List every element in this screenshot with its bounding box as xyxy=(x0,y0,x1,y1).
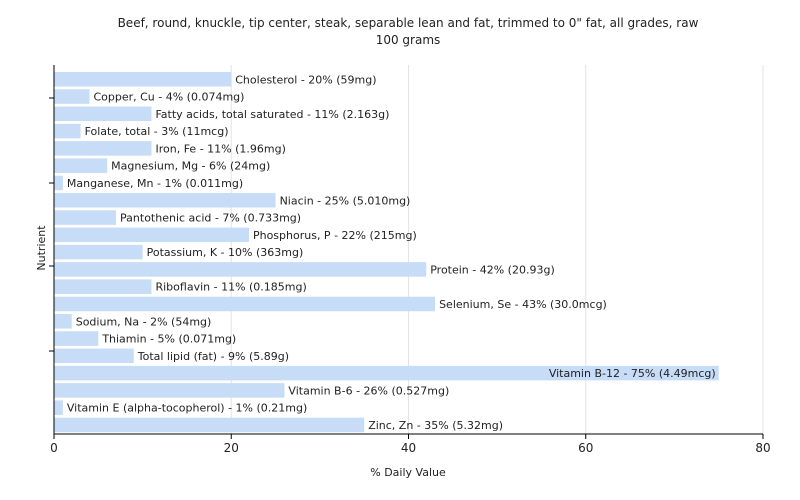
axes-group: 0 20 40 60 80 xyxy=(49,65,771,455)
chart-subtitle: 100 grams xyxy=(376,33,441,47)
bar-13 xyxy=(54,296,436,312)
bar-10 xyxy=(54,244,143,260)
bar-label-5: Magnesium, Mg - 6% (24mg) xyxy=(111,160,270,173)
bar-16 xyxy=(54,348,134,364)
bar-label-10: Potassium, K - 10% (363mg) xyxy=(147,246,304,259)
bar-14 xyxy=(54,314,72,329)
bar-12 xyxy=(54,279,152,294)
bar-4 xyxy=(54,141,152,156)
bar-label-8: Pantothenic acid - 7% (0.733mg) xyxy=(120,212,301,225)
bar-label-2: Fatty acids, total saturated - 11% (2.16… xyxy=(155,108,389,121)
bar-19 xyxy=(54,400,63,415)
bars-group: Cholesterol - 20% (59mg) Copper, Cu - 4% … xyxy=(54,72,719,433)
chart-title: Beef, round, knuckle, tip center, steak,… xyxy=(118,16,699,30)
bar-18 xyxy=(54,383,285,398)
x-tick-label-0: 0 xyxy=(50,441,58,455)
x-tick-label-1: 20 xyxy=(224,441,239,455)
bar-0 xyxy=(54,72,232,87)
bar-label-14: Sodium, Na - 2% (54mg) xyxy=(76,315,212,328)
bar-11 xyxy=(54,262,427,277)
bar-1 xyxy=(54,89,90,104)
bar-5 xyxy=(54,158,108,173)
x-axis-label: % Daily Value xyxy=(370,466,446,479)
bar-label-17: Vitamin B-12 - 75% (4.49mcg) xyxy=(549,367,716,380)
bar-3 xyxy=(54,123,81,139)
bar-20 xyxy=(54,417,365,433)
bar-label-3: Folate, total - 3% (11mcg) xyxy=(85,125,229,138)
bar-9 xyxy=(54,227,249,243)
x-tick-label-3: 60 xyxy=(578,441,593,455)
bar-label-12: Riboflavin - 11% (0.185mg) xyxy=(155,281,306,294)
bar-2 xyxy=(54,106,152,122)
bar-label-19: Vitamin E (alpha-tocopherol) - 1% (0.21m… xyxy=(67,402,307,415)
bar-label-16: Total lipid (fat) - 9% (5.89g) xyxy=(137,350,289,363)
bar-label-7: Niacin - 25% (5.010mg) xyxy=(280,194,411,207)
bar-label-9: Phosphorus, P - 22% (215mg) xyxy=(253,229,417,242)
bar-17 xyxy=(54,365,719,381)
x-tick-label-4: 80 xyxy=(755,441,770,455)
bar-7 xyxy=(54,193,276,208)
bar-label-0: Cholesterol - 20% (59mg) xyxy=(235,73,376,86)
bar-label-18: Vitamin B-6 - 26% (0.527mg) xyxy=(288,384,449,397)
bar-label-4: Iron, Fe - 11% (1.96mg) xyxy=(155,142,285,155)
bar-label-1: Copper, Cu - 4% (0.074mg) xyxy=(93,91,244,104)
bar-15 xyxy=(54,331,99,346)
x-tick-label-2: 40 xyxy=(401,441,416,455)
bar-label-13: Selenium, Se - 43% (30.0mcg) xyxy=(439,298,607,311)
bar-label-6: Manganese, Mn - 1% (0.011mg) xyxy=(67,177,243,190)
y-axis-label: Nutrient xyxy=(35,225,48,271)
bar-label-11: Protein - 42% (20.93g) xyxy=(430,263,555,276)
bar-label-15: Thiamin - 5% (0.071mg) xyxy=(101,333,236,346)
bar-label-20: Zinc, Zn - 35% (5.32mg) xyxy=(368,419,503,432)
bar-8 xyxy=(54,210,117,225)
bar-6 xyxy=(54,175,63,191)
